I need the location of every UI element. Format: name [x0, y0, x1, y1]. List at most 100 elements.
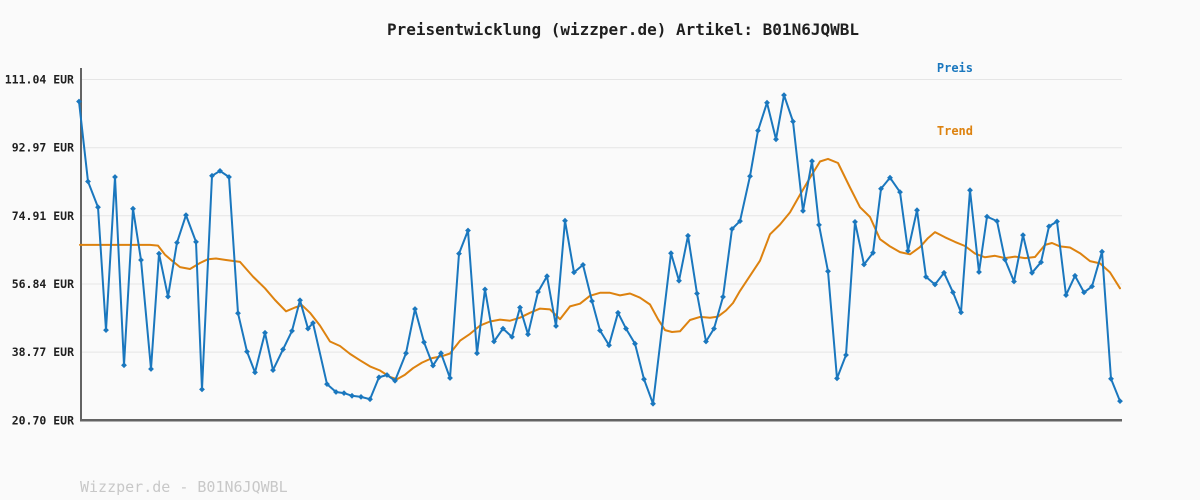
preis-marker [834, 375, 840, 382]
preis-marker [525, 331, 531, 338]
preis-marker [1108, 375, 1114, 382]
preis-marker [193, 239, 199, 245]
preis-marker [95, 204, 101, 211]
chart-title: Preisentwicklung (wizzper.de) Artikel: B… [386, 20, 859, 39]
preis-marker [447, 375, 453, 381]
preis-marker [1054, 218, 1060, 225]
preis-marker [632, 340, 638, 347]
y-axis-tick-label: 74.91 EUR [12, 209, 74, 223]
preis-marker [349, 392, 355, 399]
preis-marker [755, 127, 761, 134]
preis-marker [668, 250, 674, 257]
preis-marker [165, 293, 171, 300]
preis-marker [121, 362, 127, 369]
legend-item-trend: Trend [894, 100, 973, 163]
preis-marker [958, 309, 964, 316]
preis-marker [544, 273, 550, 280]
preis-marker [790, 118, 796, 125]
preis-marker [571, 269, 577, 276]
legend-item-preis: Preis [894, 37, 973, 100]
preis-marker [1081, 289, 1087, 296]
chart-legend: Preis Trend [894, 37, 973, 163]
preis-marker [156, 250, 162, 257]
preis-marker [456, 250, 462, 257]
preis-marker [950, 289, 956, 296]
preis-marker [1046, 223, 1052, 230]
watermark-text: Wizzper.de - B01N6JQWBL [80, 478, 288, 496]
preis-marker [932, 281, 938, 288]
preis-marker [130, 205, 136, 212]
preis-marker [597, 327, 603, 334]
preis-marker [509, 334, 515, 340]
legend-label-trend: Trend [936, 124, 973, 138]
preis-marker [623, 325, 629, 332]
preis-marker [384, 372, 390, 378]
preis-marker [923, 274, 929, 280]
preis-marker [438, 350, 444, 357]
preis-marker [773, 136, 779, 143]
preis-marker [1020, 232, 1026, 238]
preis-marker [280, 346, 286, 353]
preis-marker [305, 325, 311, 332]
legend-label-preis: Preis [936, 61, 973, 75]
preis-marker [676, 277, 682, 284]
preis-marker [297, 297, 303, 304]
preis-marker [358, 394, 364, 400]
preis-marker [1099, 248, 1105, 255]
preis-marker [500, 325, 506, 332]
preis-marker [580, 262, 586, 268]
preis-marker [199, 386, 205, 393]
preis-marker [764, 99, 770, 106]
preis-marker [174, 239, 180, 246]
preis-marker [861, 261, 867, 268]
preis-marker [403, 350, 409, 357]
preis-marker [816, 222, 822, 228]
preis-marker [535, 289, 541, 295]
preis-marker [843, 352, 849, 358]
preis-marker [310, 320, 316, 326]
preis-marker [85, 178, 91, 185]
preis-marker [333, 389, 339, 395]
preis-marker [252, 369, 258, 376]
preis-marker [1002, 256, 1008, 263]
preis-marker [112, 174, 118, 180]
preis-marker [138, 257, 144, 263]
preis-marker [589, 298, 595, 304]
preis-marker [800, 208, 806, 214]
preis-marker [474, 350, 480, 357]
preis-marker [852, 219, 858, 225]
y-axis-tick-label: 20.70 EUR [12, 413, 74, 427]
preis-marker [781, 92, 787, 98]
preis-marker [905, 248, 911, 254]
preis-marker [967, 187, 973, 194]
preis-marker [412, 306, 418, 312]
preis-marker [878, 185, 884, 192]
preis-marker [897, 189, 903, 195]
preis-marker [1011, 278, 1017, 285]
preis-marker [465, 227, 471, 234]
preis-line [78, 94, 1121, 405]
preis-marker [226, 174, 232, 180]
preis-marker [606, 342, 612, 349]
preis-marker [720, 294, 726, 300]
preis-marker [641, 376, 647, 383]
y-axis-tick-label: 56.84 EUR [12, 277, 74, 291]
preis-marker [209, 172, 215, 179]
preis-marker [262, 329, 268, 336]
preis-marker [1072, 272, 1078, 279]
preis-marker [941, 269, 947, 276]
preis-marker [367, 396, 373, 403]
y-axis-tick-label: 38.77 EUR [12, 345, 74, 359]
preis-marker [376, 374, 382, 381]
preis-marker [747, 173, 753, 180]
preis-marker [809, 158, 815, 164]
preis-marker [650, 400, 656, 407]
preis-marker [737, 218, 743, 224]
preis-marker [825, 268, 831, 275]
preis-marker [1063, 292, 1069, 298]
preis-marker [976, 269, 982, 275]
preis-marker [392, 377, 398, 384]
preis-marker [1089, 283, 1095, 290]
preis-marker [694, 290, 700, 297]
